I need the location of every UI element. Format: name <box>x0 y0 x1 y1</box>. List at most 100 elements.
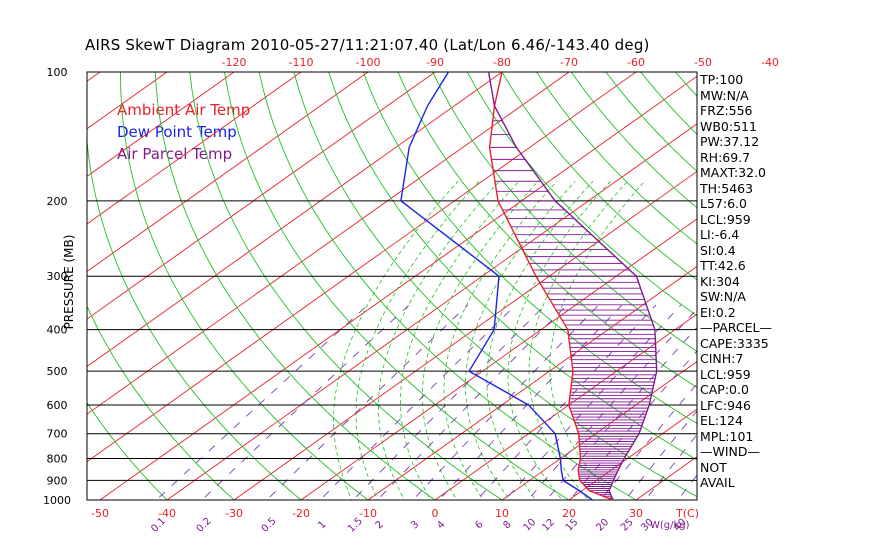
dewpoint-line <box>400 71 593 501</box>
pressure-tick-label: 500 <box>47 365 68 378</box>
bottom-temp-tick-label: -30 <box>225 507 243 520</box>
mixing-ratio-line <box>201 304 410 500</box>
dry-adiabat <box>189 72 503 500</box>
mixing-ratio-tick-label: 6 <box>473 519 485 531</box>
stat-item: SW:N/A <box>700 289 746 304</box>
moist-adiabat <box>443 181 558 500</box>
mixing-ratio-line <box>266 304 469 500</box>
isotherm-line <box>434 313 697 500</box>
stat-item: CAPE:3335 <box>700 335 769 351</box>
mixing-ratio-tick-label: 1 <box>316 519 328 531</box>
stat-item: AVAIL <box>700 475 735 490</box>
dry-adiabat <box>87 305 235 500</box>
dry-adiabat <box>154 72 436 500</box>
top-temp-tick-label: -110 <box>289 56 314 69</box>
bottom-temp-tick-label: -10 <box>359 507 377 520</box>
isotherm-line <box>0 72 33 500</box>
stat-item: L57:6.0 <box>700 196 747 211</box>
dry-adiabat <box>501 72 697 281</box>
bottom-temp-tick-label: 30 <box>629 507 643 520</box>
pressure-tick-label: 200 <box>47 195 68 208</box>
bottom-temp-tick-label: 20 <box>562 507 576 520</box>
plot-frame <box>86 71 698 501</box>
moist-adiabat <box>528 181 628 500</box>
pressure-tick-label: 1000 <box>43 494 71 507</box>
mixing-ratio-tick-label: 20 <box>594 517 611 534</box>
dry-adiabat <box>779 72 870 509</box>
dry-adiabat <box>397 72 697 389</box>
top-temp-tick-label: -70 <box>560 56 578 69</box>
mixing-ratio-axis-label: W(g/kg) <box>650 520 690 531</box>
stat-item: EI:0.2 <box>700 304 736 320</box>
top-temp-tick-label: -120 <box>222 56 247 69</box>
mixing-ratio-tick-label: 3 <box>409 519 421 531</box>
dry-adiabat <box>87 136 302 500</box>
stat-item: MAXT:32.0 <box>700 165 766 180</box>
bottom-temp-tick-label: 10 <box>495 507 509 520</box>
dry-adiabat <box>293 72 697 498</box>
stat-item: WB0:511 <box>700 118 757 134</box>
isotherm-line <box>99 75 697 500</box>
bottom-temp-tick-label: -20 <box>292 507 310 520</box>
stat-item: LCL:959 <box>700 211 751 227</box>
stat-item: PW:37.12 <box>700 134 760 149</box>
isotherm-line <box>87 72 235 177</box>
moist-adiabat <box>355 181 480 500</box>
dry-adiabat <box>849 72 870 509</box>
pressure-tick-label: 100 <box>47 66 68 79</box>
isotherm-line <box>501 361 697 500</box>
pressure-tick-label: 800 <box>47 453 68 466</box>
stat-item: LCL:959 <box>700 366 751 382</box>
moist-adiabat <box>486 181 594 500</box>
isotherm-line <box>166 123 697 500</box>
mixing-ratio-tick-label: 4 <box>435 519 447 531</box>
isotherm-line <box>300 218 697 500</box>
moist-adiabat <box>549 181 645 500</box>
dry-adiabat <box>432 72 697 353</box>
moist-adiabat <box>399 181 520 500</box>
bottom-temp-tick-label: -40 <box>158 507 176 520</box>
stat-item: RH:69.7 <box>700 149 751 165</box>
dry-adiabat <box>120 72 369 500</box>
stat-item: TH:5463 <box>700 180 754 196</box>
stat-item: MW:N/A <box>700 87 749 103</box>
stat-item: MPL:101 <box>700 428 754 444</box>
dry-adiabat <box>87 401 168 500</box>
isotherm-line <box>233 170 697 500</box>
stat-item: TP:100 <box>700 72 744 87</box>
top-temp-tick-label: -90 <box>426 56 444 69</box>
isotherm-line <box>87 72 436 320</box>
stat-item: SI:0.4 <box>700 242 736 258</box>
isotherm-line <box>87 72 168 130</box>
pressure-tick-label: 600 <box>47 399 68 412</box>
stat-item: —PARCEL— <box>700 320 772 335</box>
x-axis-label: T(C) <box>675 507 699 520</box>
isotherm-line <box>87 72 637 463</box>
legend-air-parcel-temp: Air Parcel Temp <box>117 145 233 163</box>
legend-dew-point-temp: Dew Point Temp <box>117 123 237 141</box>
isotherm-line <box>87 72 302 225</box>
stat-item: LI:-6.4 <box>700 227 740 242</box>
top-temp-tick-label: -100 <box>356 56 381 69</box>
pressure-tick-label: 300 <box>47 270 68 283</box>
top-temp-tick-label: -80 <box>493 56 511 69</box>
parcel-temp-line <box>487 71 658 501</box>
mixing-ratio-tick-label: 12 <box>540 517 557 534</box>
stat-item: CINH:7 <box>700 351 744 366</box>
top-temp-tick-label: -50 <box>694 56 712 69</box>
pressure-tick-label: 700 <box>47 428 68 441</box>
dry-adiabat <box>328 72 697 461</box>
isotherm-line <box>87 72 503 368</box>
plot-area <box>0 72 870 509</box>
dry-adiabat <box>466 72 697 317</box>
stat-item: FRZ:556 <box>700 103 753 118</box>
pressure-tick-label: 900 <box>47 474 68 487</box>
top-temp-tick-label: -40 <box>761 56 779 69</box>
isotherm-line <box>568 408 697 500</box>
dry-adiabat <box>814 72 870 509</box>
stat-item: NOT <box>700 459 727 475</box>
moist-adiabat <box>333 181 459 500</box>
moist-adiabat <box>421 181 539 500</box>
stats-panel: TP:100 MW:N/A FRZ:556 WB0:511 PW:37.12 RH:69.… <box>700 72 772 491</box>
mixing-ratio-tick-label: 0.2 <box>195 516 214 535</box>
